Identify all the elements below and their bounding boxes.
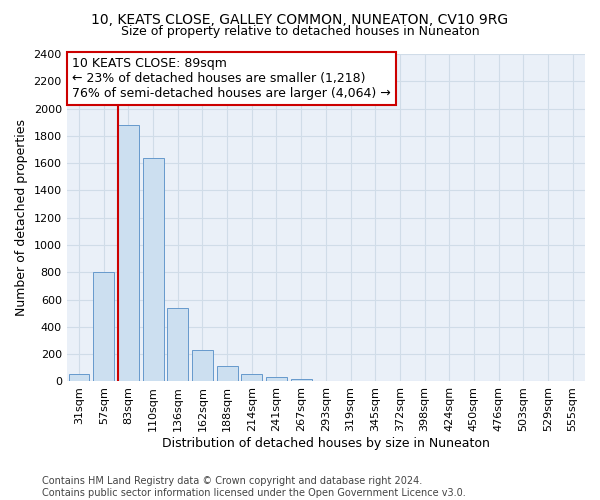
- Bar: [290, 378, 311, 382]
- Text: Contains HM Land Registry data © Crown copyright and database right 2024.
Contai: Contains HM Land Registry data © Crown c…: [42, 476, 466, 498]
- Y-axis label: Number of detached properties: Number of detached properties: [15, 119, 28, 316]
- Text: Size of property relative to detached houses in Nuneaton: Size of property relative to detached ho…: [121, 25, 479, 38]
- Bar: [266, 376, 287, 382]
- Bar: [118, 125, 139, 382]
- Bar: [167, 308, 188, 382]
- Bar: [217, 366, 238, 382]
- X-axis label: Distribution of detached houses by size in Nuneaton: Distribution of detached houses by size …: [162, 437, 490, 450]
- Bar: [68, 374, 89, 382]
- Bar: [143, 158, 164, 382]
- Bar: [93, 272, 114, 382]
- Bar: [241, 374, 262, 382]
- Bar: [192, 350, 213, 382]
- Text: 10 KEATS CLOSE: 89sqm
← 23% of detached houses are smaller (1,218)
76% of semi-d: 10 KEATS CLOSE: 89sqm ← 23% of detached …: [72, 58, 391, 100]
- Text: 10, KEATS CLOSE, GALLEY COMMON, NUNEATON, CV10 9RG: 10, KEATS CLOSE, GALLEY COMMON, NUNEATON…: [91, 12, 509, 26]
